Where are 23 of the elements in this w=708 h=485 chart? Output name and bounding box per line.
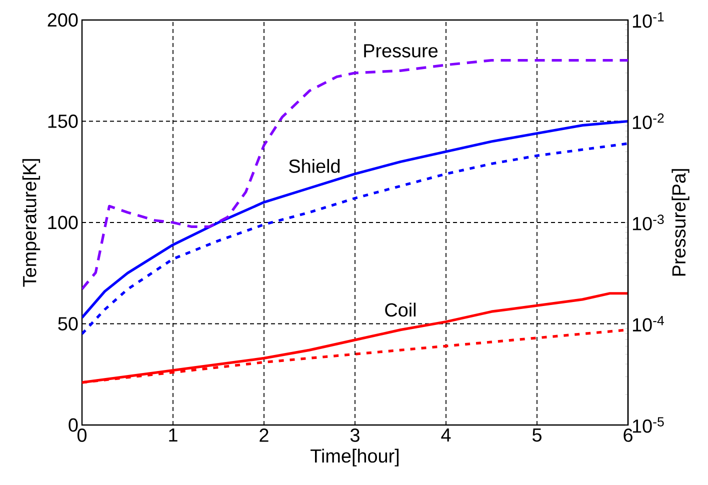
y-tick-label: 50 — [58, 317, 78, 330]
series-label: Shield — [289, 158, 340, 173]
x-tick-label: 4 — [441, 428, 451, 442]
y2-tick-label: 10$^{-4}$ — [632, 316, 664, 332]
x-tick-label: 1 — [169, 428, 178, 442]
y2-tick-label: 10$^{-1}$ — [632, 12, 664, 28]
series-label: Pressure — [364, 44, 438, 58]
x-tick-label: 2 — [260, 428, 268, 442]
y-axis-title: Temperature[K] — [22, 159, 40, 287]
y-tick-label: 100 — [48, 216, 78, 230]
x-tick-label: 5 — [532, 428, 542, 442]
y-tick-label: 0 — [68, 418, 78, 432]
y2-tick-label: 10$^{-5}$ — [632, 417, 664, 433]
x-tick-label: 6 — [624, 428, 632, 442]
x-tick-label: 3 — [350, 428, 360, 442]
y-tick-label: 200 — [48, 13, 78, 27]
y-tick-label: 150 — [48, 114, 78, 128]
series-label: Coil — [385, 302, 416, 317]
y2-tick-label: 10$^{-3}$ — [632, 214, 664, 230]
y2-tick-label: 10$^{-2}$ — [632, 113, 664, 130]
y2-axis-title: Pressure[Pa] — [672, 169, 690, 276]
x-axis-title: Time[hour] — [310, 448, 399, 466]
x-tick-label: 0 — [77, 428, 87, 442]
